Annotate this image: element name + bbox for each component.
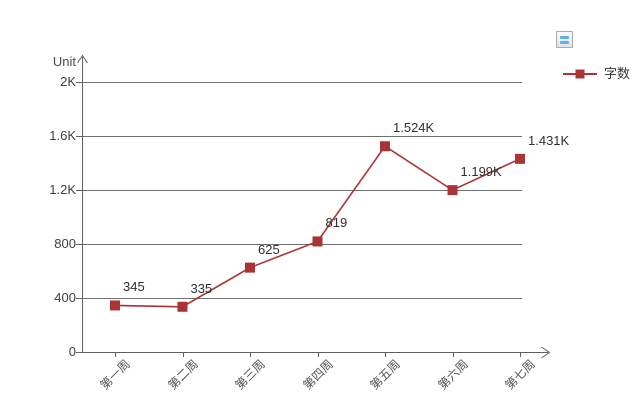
data-point-marker[interactable]: [312, 236, 323, 247]
data-point-label: 625: [258, 241, 280, 257]
data-point-marker[interactable]: [447, 185, 458, 196]
menu-icon: [560, 35, 569, 39]
data-point-label: 1.199K: [460, 164, 502, 180]
y-axis-title: Unit: [52, 54, 76, 69]
y-tick-label: 800: [54, 236, 76, 251]
data-point-label: 335: [190, 280, 213, 296]
x-axis-arrow-icon: [541, 346, 551, 359]
data-point-label: 345: [123, 279, 145, 295]
legend-item[interactable]: 字数: [563, 67, 630, 81]
y-axis-arrow-icon: [77, 54, 88, 64]
series-line: [114, 145, 521, 308]
legend-label: 字数: [604, 66, 631, 81]
menu-icon: [560, 40, 569, 44]
chart-menu-button[interactable]: [556, 31, 573, 48]
y-tick-label: 2K: [60, 74, 76, 89]
y-tick-label: 0: [68, 344, 76, 359]
data-point-label: 1.431K: [528, 132, 570, 148]
y-tick-label: 1.2K: [49, 182, 76, 197]
y-tick-label: 1.6K: [49, 128, 76, 143]
data-point-marker[interactable]: [380, 141, 390, 152]
legend-marker-line: [563, 69, 597, 79]
data-point-label: 819: [325, 215, 348, 231]
data-point-marker[interactable]: [515, 153, 525, 164]
y-tick-label: 400: [54, 290, 76, 305]
data-point-label: 1.524K: [393, 120, 435, 136]
data-point-marker[interactable]: [245, 262, 255, 273]
legend-square-marker: [575, 69, 585, 79]
data-point-marker[interactable]: [177, 301, 188, 312]
data-point-marker[interactable]: [110, 300, 120, 311]
